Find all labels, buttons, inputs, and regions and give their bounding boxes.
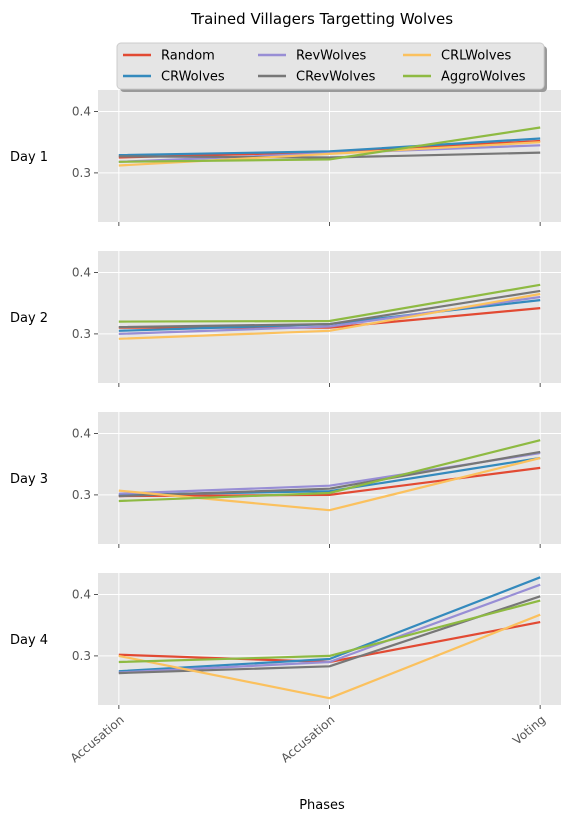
y-tick-label: 0.3: [72, 488, 91, 502]
y-tick-label: 0.4: [72, 104, 91, 118]
panel-day-3: 0.3 0.4 Day 3: [10, 412, 561, 548]
panel-day-2: 0.3 0.4 Day 2: [10, 251, 561, 387]
legend-box: [116, 42, 545, 90]
series-line-crlwolves: [118, 456, 541, 512]
legend-label-crlwolves: CRLWolves: [441, 49, 512, 64]
series-line-crwolves: [118, 137, 541, 157]
legend-label-crevwolves: CRevWolves: [296, 70, 376, 85]
x-tick-labels: Accusation Accusation Voting: [68, 713, 548, 766]
legend-label-random: Random: [161, 49, 215, 64]
series-line-aggrowolves: [118, 439, 541, 503]
panels: 0.3 0.4 Day 1 0.3 0.4 Day 2 0.3 0.4 Day 3 0.3 0.4 D…: [10, 90, 561, 765]
legend-label-revwolves: RevWolves: [296, 49, 366, 64]
y-tick-label: 0.3: [72, 166, 91, 180]
y-tick-label: 0.3: [72, 327, 91, 341]
row-label: Day 1: [10, 150, 48, 165]
series-line-crevwolves: [118, 450, 541, 498]
series-line-crevwolves: [118, 151, 541, 159]
legend-label-aggrowolves: AggroWolves: [441, 70, 526, 85]
y-tick-label: 0.3: [72, 649, 91, 663]
series-line-aggrowolves: [118, 126, 541, 163]
panel-day-4: 0.3 0.4 Day 4: [10, 573, 561, 709]
series-line-random: [118, 466, 541, 498]
series-line-aggrowolves: [118, 599, 541, 664]
y-tick-label: 0.4: [72, 426, 91, 440]
series-line-aggrowolves: [118, 283, 541, 323]
chart-title: Trained Villagers Targetting Wolves: [190, 10, 453, 28]
series-line-crlwolves: [118, 613, 541, 700]
series-line-crevwolves: [118, 289, 541, 329]
x-axis-label: Phases: [299, 798, 345, 813]
legend: Random CRWolves RevWolves CRevWolves CRLWolv…: [116, 42, 547, 92]
x-tick-label: Voting: [510, 713, 548, 748]
x-tick-label: Accusation: [278, 713, 337, 766]
panel-day-1: 0.3 0.4 Day 1: [10, 90, 561, 226]
row-label: Day 4: [10, 633, 48, 648]
legend-label-crwolves: CRWolves: [161, 70, 225, 85]
series-line-crwolves: [118, 576, 541, 673]
y-tick-label: 0.4: [72, 265, 91, 279]
y-tick-label: 0.4: [72, 587, 91, 601]
row-label: Day 2: [10, 311, 48, 326]
x-tick-label: Accusation: [68, 713, 127, 766]
row-label: Day 3: [10, 472, 48, 487]
series-line-crlwolves: [118, 292, 541, 340]
